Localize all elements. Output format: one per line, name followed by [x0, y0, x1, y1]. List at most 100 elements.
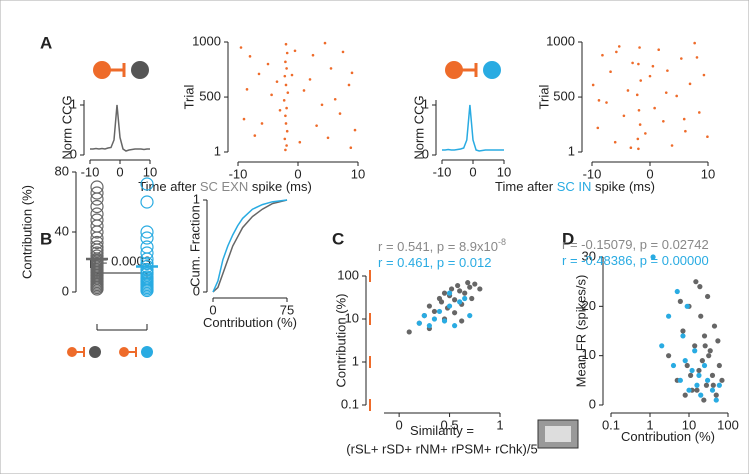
point: [682, 358, 688, 364]
point: [285, 51, 289, 55]
annotation: r = 0.541, p = 8.9x10-8: [378, 237, 506, 254]
point: [452, 297, 458, 303]
point: [284, 148, 287, 152]
y-tick-label: 0: [62, 283, 69, 298]
point: [278, 108, 282, 112]
point: [448, 286, 455, 292]
panel-label: A: [40, 33, 52, 52]
point: [650, 254, 656, 260]
point: [688, 82, 692, 86]
point: [284, 42, 288, 46]
point: [457, 299, 463, 305]
x-axis-label-part: spike (ms): [591, 179, 655, 194]
y-axis-label: Mean FR (spikes/s): [573, 275, 588, 388]
point: [698, 313, 704, 319]
point: [253, 134, 257, 137]
point: [90, 213, 104, 227]
x-tick-label: 10: [351, 166, 365, 181]
x-axis-label-part: SC IN: [557, 179, 592, 194]
point: [285, 67, 288, 70]
point: [666, 313, 672, 319]
point: [680, 57, 683, 60]
point: [713, 392, 719, 398]
point: [293, 49, 297, 53]
point: [666, 69, 669, 72]
point: [452, 323, 458, 329]
point: [666, 353, 672, 359]
x-axis-label-part: Contribution (%): [203, 315, 297, 330]
x-axis-label: Similarity =: [410, 423, 474, 438]
point: [682, 392, 688, 398]
point: [622, 114, 626, 118]
point: [626, 89, 630, 92]
x-tick-label: 1: [496, 417, 503, 432]
x-axis-label: Contribution (%): [621, 429, 715, 444]
y-tick-label: 0: [193, 283, 200, 298]
point: [455, 282, 461, 289]
point: [290, 73, 294, 77]
point: [326, 136, 330, 140]
x-tick-label: 0.5: [441, 417, 459, 432]
point: [285, 144, 288, 147]
point: [436, 308, 443, 315]
point: [693, 41, 696, 45]
x-axis-formula: (rSL+ rSD+ rNM+ rPSM+ rChk)/5: [346, 441, 537, 456]
point: [662, 119, 665, 123]
icon-in: [445, 61, 501, 79]
point: [320, 103, 324, 107]
point: [441, 318, 448, 324]
point: [260, 122, 264, 125]
x-axis-label-part: SC EXN: [200, 179, 248, 194]
x-axis-label-part: spike (ms): [248, 179, 312, 194]
x-tick-label: 0: [396, 417, 403, 432]
point: [636, 137, 640, 141]
point: [270, 93, 273, 97]
stimulus-thumbnail: [537, 419, 579, 449]
point: [699, 358, 705, 364]
panel-label: D: [562, 229, 574, 248]
x-tick-label: 0.1: [602, 417, 620, 432]
point: [140, 270, 154, 284]
point: [140, 225, 154, 239]
point: [697, 284, 703, 290]
x-axis-label-part: Time after: [495, 179, 557, 194]
annotation-text: r = -0.15079, p = 0.02742: [562, 237, 709, 252]
point: [285, 106, 288, 110]
point: [677, 298, 683, 304]
y-tick-label: 1000: [546, 33, 575, 48]
x-tick-label: 10: [497, 164, 511, 179]
point: [275, 80, 279, 83]
point: [705, 377, 711, 383]
point: [140, 195, 154, 209]
point: [350, 71, 354, 75]
point: [696, 367, 702, 374]
line: [212, 199, 288, 293]
y-tick-label: 30: [582, 248, 596, 263]
y-tick-label: 20: [582, 298, 596, 313]
y-tick-label: 0: [422, 146, 429, 161]
point: [248, 55, 252, 58]
point: [670, 144, 674, 147]
y-tick-label: 40: [55, 223, 69, 238]
point: [706, 353, 712, 359]
y-tick-label: 0: [589, 396, 596, 411]
point: [140, 231, 154, 245]
point: [638, 46, 641, 49]
x-tick-label: 0: [116, 164, 123, 179]
point: [426, 303, 432, 309]
point: [421, 312, 427, 319]
point: [635, 93, 639, 97]
point: [637, 62, 640, 66]
y-axis-label: Cum. Fraction: [187, 205, 202, 287]
point: [597, 99, 601, 102]
point: [638, 123, 642, 126]
y-tick-label: 1000: [192, 33, 221, 48]
y-tick-label: 100: [337, 267, 359, 282]
y-tick-label: 1: [193, 191, 200, 206]
point: [90, 180, 104, 194]
point: [684, 303, 690, 309]
point: [680, 328, 686, 334]
x-axis-label: Time after SC EXN spike (ms): [138, 179, 312, 194]
point: [701, 333, 708, 339]
x-axis-label-part: Time after: [138, 179, 200, 194]
